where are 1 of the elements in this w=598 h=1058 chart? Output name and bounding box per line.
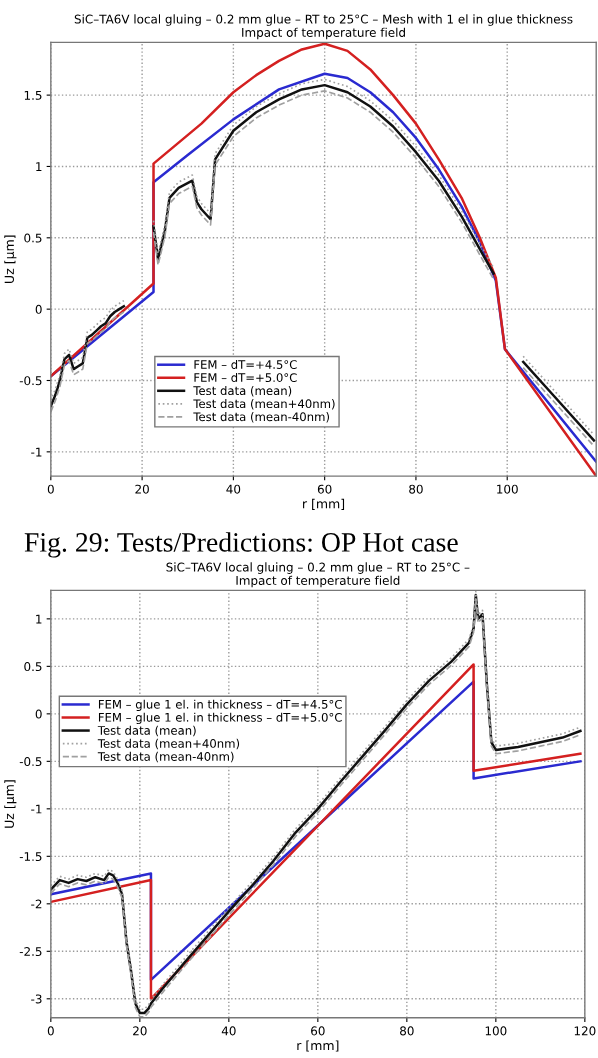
caption: Fig. 29: Tests/Predictions: OP Hot case xyxy=(24,532,458,558)
